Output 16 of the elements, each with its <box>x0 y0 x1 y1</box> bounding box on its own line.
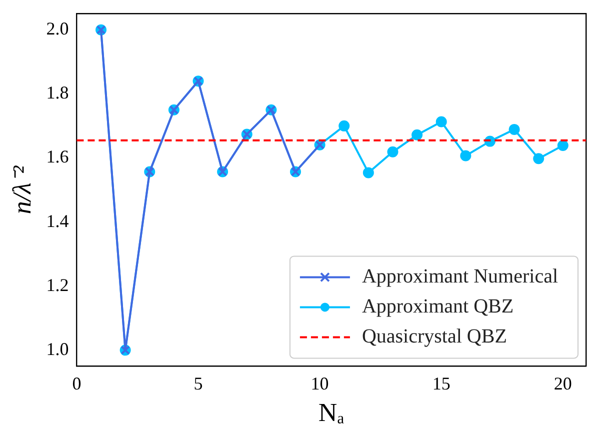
y-tick-label: 1.0 <box>46 338 69 359</box>
y-tick-label: 1.8 <box>46 82 69 103</box>
x-tick-label: 0 <box>72 374 82 394</box>
y-tick-label: 2.0 <box>46 18 69 39</box>
x-tick-label: 5 <box>194 374 203 394</box>
x-tick-label: 10 <box>310 374 329 394</box>
x-axis-title: Nₐ <box>318 398 344 428</box>
y-tick-label: 1.6 <box>46 146 69 167</box>
legend-label: Approximant Numerical <box>362 265 558 288</box>
legend-label: Approximant QBZ <box>362 295 514 318</box>
x-tick-label: 15 <box>432 374 450 394</box>
y-tick-label: 1.2 <box>46 274 69 295</box>
legend-label: Quasicrystal QBZ <box>362 325 507 348</box>
y-axis-title: n/λ⁻² <box>7 164 36 214</box>
x-tick-label: 20 <box>554 374 572 394</box>
y-tick-label: 1.4 <box>46 210 69 231</box>
